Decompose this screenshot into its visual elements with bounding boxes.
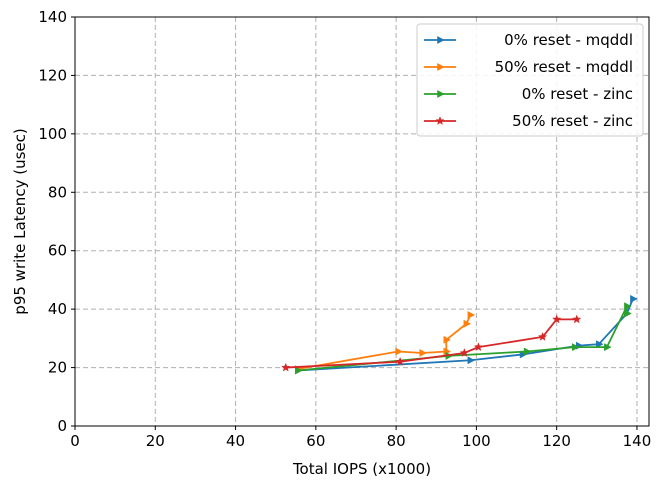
x-tick-label: 0 [70, 432, 80, 450]
x-tick-label: 80 [387, 432, 406, 450]
legend-entry: 50% reset - mqddl [424, 58, 633, 76]
legend-label: 50% reset - zinc [512, 112, 633, 130]
data-point [571, 343, 580, 352]
legend-marker [435, 116, 445, 125]
x-tick-label: 120 [542, 432, 571, 450]
series-1 [295, 294, 638, 375]
legend: 0% reset - mqddl 50% reset - mqddl 0% rese… [416, 23, 644, 137]
data-point [295, 366, 303, 375]
data-point [630, 294, 638, 303]
x-tick-label: 40 [226, 432, 245, 450]
y-axis-ticks: 0 20 40 60 80 100 120 140 [38, 8, 75, 435]
data-point [624, 309, 632, 318]
x-tick-label: 60 [306, 432, 325, 450]
data-point [463, 319, 472, 328]
data-point [467, 310, 476, 319]
data-point [459, 348, 470, 357]
y-tick-label: 100 [38, 125, 67, 143]
data-point [552, 314, 562, 324]
legend-entry: 0% reset - zinc [424, 85, 633, 103]
y-tick-label: 40 [48, 300, 67, 318]
data-point [596, 340, 604, 349]
legend-label: 0% reset - zinc [522, 85, 633, 103]
data-point [395, 356, 405, 366]
legend-marker [437, 36, 445, 44]
data-point [443, 335, 452, 344]
plot-frame [74, 16, 650, 427]
series-line [285, 318, 577, 369]
x-tick-label: 140 [623, 432, 652, 450]
data-point [572, 314, 582, 324]
legend-label: 50% reset - mqddl [495, 58, 633, 76]
y-tick-label: 0 [57, 417, 67, 435]
legend-marker [437, 90, 445, 98]
y-tick-label: 80 [48, 183, 67, 201]
legend-entry: 0% reset - mqddl [424, 31, 633, 49]
series-4 [281, 314, 582, 372]
data-point [537, 331, 548, 341]
x-tick-label: 100 [462, 432, 491, 450]
y-axis-title: p95 write Latency (usec) [11, 128, 29, 314]
y-tick-label: 60 [48, 242, 67, 260]
data-point [395, 347, 403, 356]
data-point [419, 348, 427, 357]
y-tick-label: 140 [38, 8, 67, 26]
y-tick-label: 120 [38, 66, 67, 84]
data-point [467, 356, 476, 365]
series-3 [295, 302, 632, 375]
legend-label: 0% reset - mqddl [504, 31, 633, 49]
data-point [604, 343, 612, 352]
legend-items: 0% reset - mqddl 50% reset - mqddl 0% rese… [424, 31, 633, 130]
series-2 [295, 310, 476, 374]
data-point [281, 362, 291, 372]
legend-entry: 50% reset - zinc [424, 112, 633, 130]
y-tick-label: 20 [48, 359, 67, 377]
series-lines [281, 294, 638, 375]
legend-box [416, 23, 644, 137]
data-point [473, 342, 484, 352]
x-axis-ticks: 0 20 40 60 80 100 120 140 [70, 426, 651, 450]
data-point [624, 302, 632, 311]
x-tick-label: 20 [146, 432, 165, 450]
x-axis-title: Total IOPS (x1000) [292, 460, 431, 478]
legend-marker [437, 63, 445, 71]
data-point [523, 347, 532, 356]
